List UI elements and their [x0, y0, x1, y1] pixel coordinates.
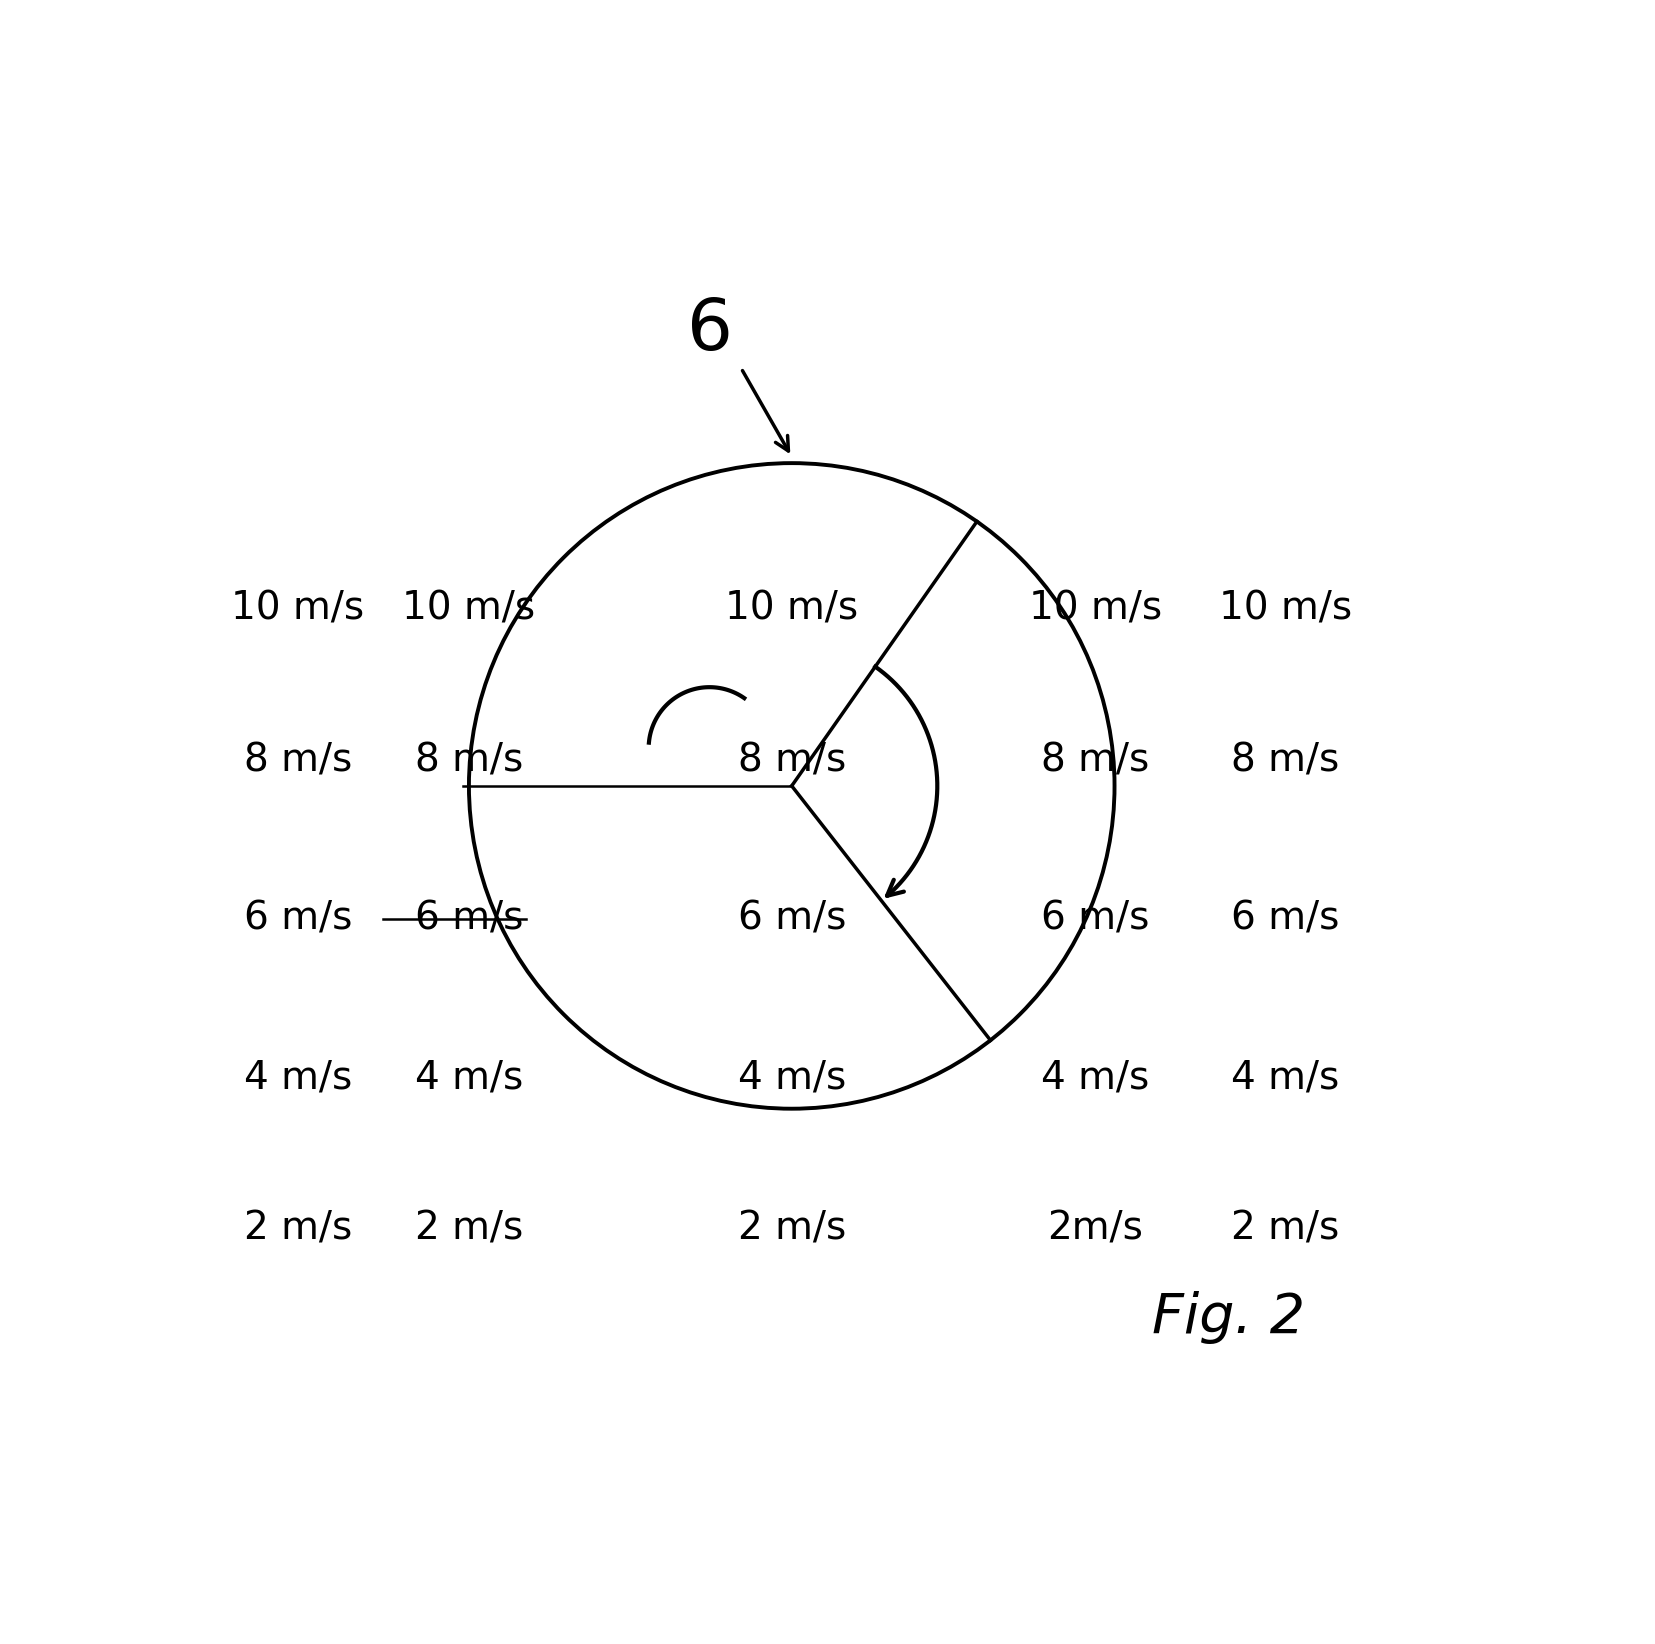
- Text: 4 m/s: 4 m/s: [414, 1059, 523, 1097]
- Text: 8 m/s: 8 m/s: [414, 741, 523, 779]
- Text: 10 m/s: 10 m/s: [1218, 590, 1350, 628]
- Text: 10 m/s: 10 m/s: [232, 590, 364, 628]
- Text: 10 m/s: 10 m/s: [725, 590, 857, 628]
- Text: 6: 6: [687, 296, 732, 365]
- Text: 10 m/s: 10 m/s: [402, 590, 535, 628]
- Text: 4 m/s: 4 m/s: [1041, 1059, 1149, 1097]
- Text: 4 m/s: 4 m/s: [1231, 1059, 1339, 1097]
- Text: 6 m/s: 6 m/s: [1041, 899, 1149, 937]
- Text: 8 m/s: 8 m/s: [1231, 741, 1339, 779]
- Text: 4 m/s: 4 m/s: [243, 1059, 353, 1097]
- Text: 6 m/s: 6 m/s: [736, 899, 846, 937]
- Text: 8 m/s: 8 m/s: [243, 741, 353, 779]
- Text: 2m/s: 2m/s: [1048, 1210, 1144, 1248]
- Text: 2 m/s: 2 m/s: [243, 1210, 353, 1248]
- Text: 2 m/s: 2 m/s: [414, 1210, 523, 1248]
- Text: 10 m/s: 10 m/s: [1028, 590, 1162, 628]
- Text: 4 m/s: 4 m/s: [736, 1059, 846, 1097]
- Text: 6 m/s: 6 m/s: [243, 899, 353, 937]
- Text: 2 m/s: 2 m/s: [1231, 1210, 1339, 1248]
- Text: 6 m/s: 6 m/s: [414, 899, 523, 937]
- Text: 8 m/s: 8 m/s: [1041, 741, 1149, 779]
- Text: 2 m/s: 2 m/s: [736, 1210, 846, 1248]
- Text: 8 m/s: 8 m/s: [736, 741, 846, 779]
- Text: Fig. 2: Fig. 2: [1152, 1291, 1304, 1345]
- Text: 6 m/s: 6 m/s: [1231, 899, 1339, 937]
